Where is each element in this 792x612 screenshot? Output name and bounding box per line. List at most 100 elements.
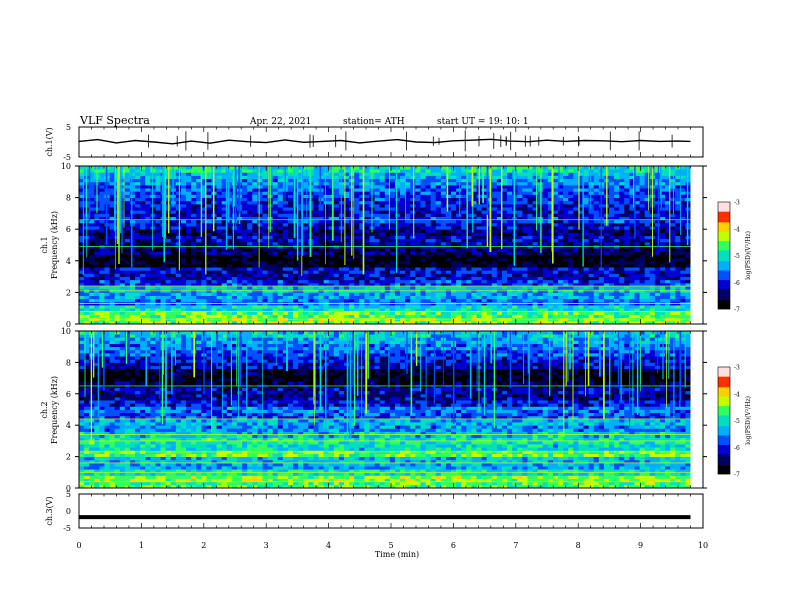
spectrogram-cell xyxy=(486,276,493,281)
spectrogram-cell xyxy=(170,248,177,252)
spectrogram-cell xyxy=(216,276,223,281)
spectrogram-cell xyxy=(272,197,279,202)
spectrogram-cell xyxy=(629,194,635,198)
spectrogram-cell xyxy=(124,216,131,221)
spectrogram-cell xyxy=(501,235,508,240)
spectrogram-cell xyxy=(624,248,630,252)
spectrogram-cell xyxy=(313,207,319,211)
spectrogram-cell xyxy=(639,235,646,240)
spectrogram-cell xyxy=(588,273,595,277)
spectrogram-cell xyxy=(109,235,116,240)
spectrogram-cell xyxy=(486,238,493,243)
spectrogram-cell xyxy=(552,251,559,255)
spectrogram-cell xyxy=(267,276,274,281)
spectrogram-cell xyxy=(685,298,691,303)
spectrogram-cell xyxy=(109,273,116,277)
spectrogram-cell xyxy=(588,254,595,259)
spectrogram-cell xyxy=(94,222,100,227)
spectrogram-cell xyxy=(277,219,284,224)
spectrogram-cell xyxy=(430,222,437,227)
spectrogram-cell xyxy=(491,276,498,281)
spectrogram-cell xyxy=(231,273,238,277)
spectrogram-cell xyxy=(359,298,365,303)
spectrogram-cell xyxy=(221,216,228,221)
spectrogram-cell xyxy=(221,235,228,240)
spectrogram-cell xyxy=(201,194,207,198)
spectrogram-cell xyxy=(389,203,396,208)
spectrogram-cell xyxy=(394,314,401,319)
spectrogram-cell xyxy=(308,305,314,309)
spectrogram-cell xyxy=(175,311,182,315)
spectrogram-cell xyxy=(527,257,533,262)
spectrogram-cell xyxy=(216,282,223,287)
spectrogram-cell xyxy=(242,298,248,303)
spectrogram-cell xyxy=(293,241,299,246)
spectrogram-cell xyxy=(644,273,651,277)
spectrogram-cell xyxy=(527,320,533,325)
spectrogram-cell xyxy=(466,298,472,303)
spectrogram-cell xyxy=(425,314,432,319)
spectrogram-cell xyxy=(272,311,279,315)
spectrogram-cell xyxy=(542,273,549,277)
spectrogram-cell xyxy=(155,200,161,205)
spectrogram-cell xyxy=(456,254,462,259)
spectrogram-cell xyxy=(522,311,528,315)
spectrogram-cell xyxy=(145,210,151,214)
spectrogram-cell xyxy=(588,311,595,315)
spectrogram-cell xyxy=(201,207,207,211)
spectrogram-cell xyxy=(420,216,426,221)
spectrogram-cell xyxy=(680,311,686,315)
spectrogram-cell xyxy=(211,260,217,265)
spectrogram-cell xyxy=(303,308,309,312)
spectrogram-cell xyxy=(79,279,85,284)
spectrogram-cell xyxy=(476,263,482,268)
spectrogram-cell xyxy=(298,238,304,243)
spectrogram-cell xyxy=(298,254,304,259)
spectrogram-cell xyxy=(165,276,172,281)
spectrogram-cell xyxy=(343,203,350,208)
spectrogram-cell xyxy=(140,238,146,243)
spectrogram-cell xyxy=(456,229,462,233)
spectrogram-cell xyxy=(471,308,477,312)
spectrogram-cell xyxy=(501,200,508,205)
spectrogram-cell xyxy=(573,251,579,255)
spectrogram-cell xyxy=(277,267,284,271)
spectrogram-cell xyxy=(252,286,258,290)
spectrogram-cell xyxy=(252,229,258,233)
spectrogram-cell xyxy=(226,219,233,224)
spectrogram-cell xyxy=(94,254,100,259)
spectrogram-cell xyxy=(201,238,207,243)
spectrogram-cell xyxy=(425,213,432,217)
spectrogram-cell xyxy=(186,273,192,277)
spectrogram-cell xyxy=(420,235,426,240)
spectrogram-cell xyxy=(216,216,223,221)
spectrogram-cell xyxy=(532,320,539,325)
spectrogram-cell xyxy=(410,308,416,312)
spectrogram-cell xyxy=(507,216,513,221)
spectrogram-cell xyxy=(461,216,467,221)
spectrogram-cell xyxy=(165,260,172,265)
spectrogram-cell xyxy=(578,276,584,281)
spectrogram-cell xyxy=(282,210,289,214)
spectrogram-cell xyxy=(440,254,447,259)
spectrogram-cell xyxy=(180,213,187,217)
spectrogram-cell xyxy=(537,279,544,284)
spectrogram-cell xyxy=(558,210,564,214)
spectrogram-cell xyxy=(140,320,146,325)
spectrogram-cell xyxy=(542,254,549,259)
spectrogram-cell xyxy=(644,229,651,233)
spectrogram-cell xyxy=(89,282,95,287)
spectrogram-cell xyxy=(374,279,381,284)
spectrogram-cell xyxy=(501,311,508,315)
spectrogram-cell xyxy=(629,273,635,277)
spectrogram-cell xyxy=(247,248,253,252)
spectrogram-cell xyxy=(186,276,192,281)
spectrogram-cell xyxy=(369,311,375,315)
spectrogram-cell xyxy=(547,226,554,230)
spectrogram-cell xyxy=(282,282,289,287)
spectrogram-cell xyxy=(150,241,156,246)
spectrogram-cell xyxy=(216,191,223,195)
spectrogram-cell xyxy=(532,251,539,255)
spectrogram-cell xyxy=(216,235,223,240)
spectrogram-cell xyxy=(670,311,676,315)
